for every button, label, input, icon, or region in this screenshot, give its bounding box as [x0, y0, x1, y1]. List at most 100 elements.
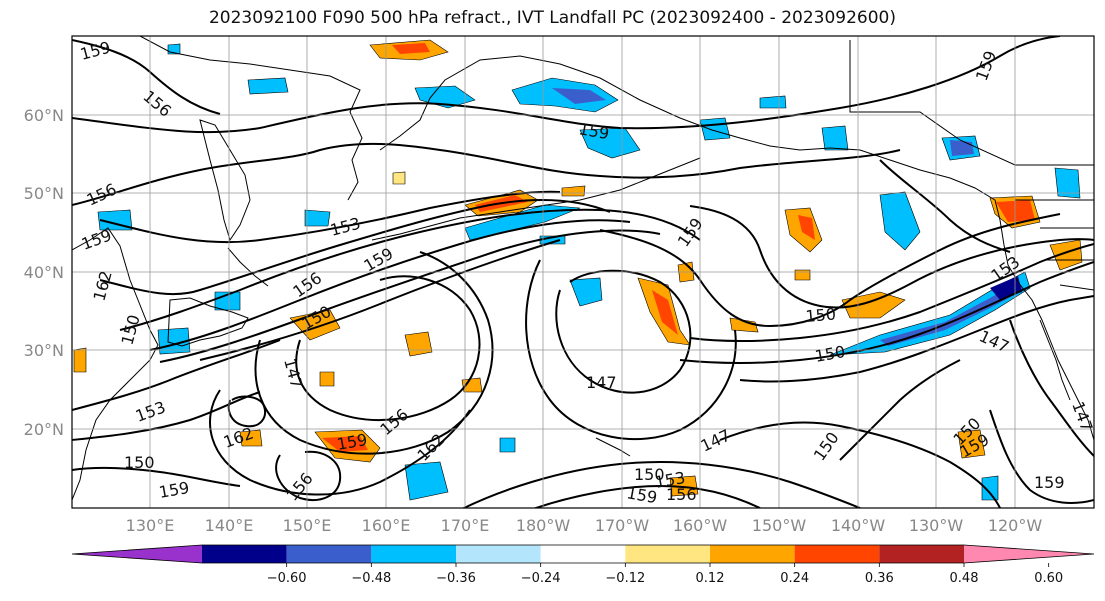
- colorbar-tick-label: −0.36: [436, 571, 476, 586]
- contour-line: [679, 261, 1094, 364]
- graticule: [72, 36, 1094, 508]
- colorbar-segment: [456, 545, 541, 563]
- lat-label: 50°N: [24, 184, 64, 203]
- shade-patch: [322, 436, 368, 452]
- contour-line: [227, 395, 266, 428]
- lat-label: 30°N: [24, 341, 64, 360]
- contour-line: [99, 199, 611, 296]
- shade-patch: [1049, 239, 1083, 271]
- lon-label: 120°W: [988, 516, 1043, 535]
- colorbar-tick-label: 0.24: [780, 571, 809, 586]
- shade-patch: [729, 317, 759, 333]
- shade-patch: [699, 117, 731, 141]
- lon-label: 170°E: [441, 516, 490, 535]
- shade-patch: [669, 475, 699, 497]
- lon-label: 160°E: [362, 516, 411, 535]
- contour-label: 150: [634, 465, 665, 484]
- lat-label: 20°N: [24, 420, 64, 439]
- lon-label: 140°E: [205, 516, 254, 535]
- longitude-labels: 130°E 140°E 150°E 160°E 170°E 180°W 170°…: [126, 516, 1043, 535]
- colorbar-tick-label: −0.60: [267, 571, 307, 586]
- lat-label: 40°N: [24, 263, 64, 282]
- contour-line: [879, 159, 1011, 253]
- height-contours: [72, 36, 1094, 508]
- contour-line: [99, 190, 561, 244]
- coastline-kamchatka: [199, 119, 251, 242]
- contour-line: [461, 461, 861, 508]
- lon-label: 130°E: [126, 516, 175, 535]
- coastline-baja: [1039, 319, 1071, 401]
- shade-patch: [392, 171, 406, 185]
- lon-label: 140°W: [831, 516, 886, 535]
- shade-patch: [1054, 167, 1081, 199]
- coastline-hawaii: [595, 437, 631, 457]
- lon-label: 150°W: [752, 516, 807, 535]
- shade-patch: [798, 215, 815, 240]
- contour-line: [72, 466, 241, 487]
- lon-label: 180°W: [516, 516, 571, 535]
- coastline-aleutians: [371, 157, 701, 241]
- shade-patch: [821, 125, 849, 151]
- shade-patch: [996, 200, 1035, 222]
- contour-line: [839, 359, 961, 461]
- colorbar-tick-label: 0.48: [950, 571, 979, 586]
- shade-patch: [319, 371, 335, 387]
- contour-line: [599, 213, 1061, 328]
- shade-patch: [404, 331, 433, 357]
- contour-line: [72, 339, 281, 411]
- shade-patch: [464, 204, 581, 241]
- contour-line: [72, 36, 1061, 134]
- lon-label: 150°E: [283, 516, 332, 535]
- contour-line: [689, 243, 1094, 342]
- lon-label: 130°W: [909, 516, 964, 535]
- coastline-alaska: [379, 55, 996, 201]
- contour-line: [295, 275, 481, 421]
- colorbar-tick-label: 0.60: [1034, 571, 1063, 586]
- shade-patch: [239, 429, 263, 447]
- colorbar-tick-label: −0.24: [521, 571, 561, 586]
- contour-label: 147: [586, 373, 617, 392]
- contour-line: [532, 484, 761, 508]
- colorbar-segment: [794, 545, 880, 563]
- shade-patch: [794, 269, 811, 281]
- contour-line: [72, 391, 261, 441]
- coastline-namerica: [994, 199, 1094, 441]
- contour-label: 159: [1034, 473, 1065, 492]
- contour-line: [72, 142, 901, 206]
- contour-line: [739, 295, 1094, 383]
- contour-line: [555, 269, 692, 394]
- shade-patch: [652, 290, 678, 335]
- colorbar-extend-low: [72, 545, 202, 563]
- coastline-asia: [72, 227, 159, 501]
- contour-line: [275, 450, 342, 501]
- shade-patch: [157, 327, 191, 355]
- shade-patch: [304, 209, 331, 227]
- contour-label: 150: [124, 453, 155, 472]
- shade-patch: [404, 461, 449, 501]
- colorbar-segment: [879, 545, 964, 563]
- colorbar-segment: [540, 545, 626, 563]
- shade-patch: [392, 43, 430, 54]
- colorbar-segment: [286, 545, 372, 563]
- shade-patch: [73, 347, 87, 373]
- contour-line: [719, 421, 1001, 508]
- shade-patch: [247, 77, 289, 95]
- map-title: 2023092100 F090 500 hPa refract., IVT La…: [208, 8, 896, 28]
- border-states: [1015, 199, 1094, 291]
- shade-patch: [981, 475, 999, 501]
- contour-line: [199, 239, 561, 361]
- map-frame: [71, 35, 1095, 509]
- map-panel: 159 156 156 159 162 150 153 150 159 153 …: [72, 36, 1094, 508]
- shade-patch: [552, 88, 606, 104]
- lat-label: 60°N: [24, 106, 64, 125]
- lon-label: 170°W: [595, 516, 650, 535]
- colorbar-segment: [710, 545, 795, 563]
- shade-patch: [499, 437, 516, 453]
- contour-label: 150: [805, 304, 837, 326]
- colorbar-tick-label: 0.12: [696, 571, 725, 586]
- contour-line: [525, 259, 737, 441]
- latitude-labels: 60°N 50°N 40°N 30°N 20°N: [24, 106, 64, 439]
- contour-line: [1009, 319, 1094, 457]
- shade-patch: [569, 277, 603, 307]
- colorbar-outline: [71, 544, 1095, 564]
